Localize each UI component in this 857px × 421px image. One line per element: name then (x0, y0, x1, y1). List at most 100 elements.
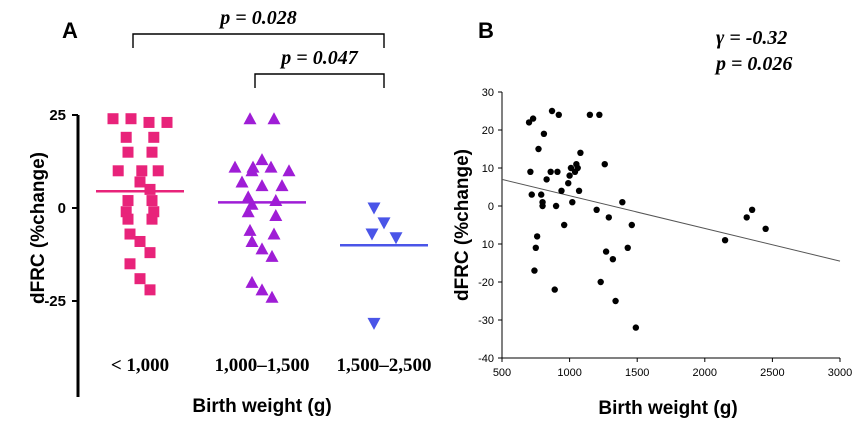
y-tick-label: 0 (488, 201, 494, 213)
square-marker (146, 213, 158, 225)
triangle-up-marker (275, 179, 289, 192)
triangle-up-marker (265, 249, 279, 262)
square-marker (134, 235, 146, 247)
square-marker (134, 176, 146, 188)
data-point (543, 176, 550, 183)
data-point (569, 199, 576, 206)
data-point (527, 168, 534, 175)
panel-b-letter: B (478, 18, 494, 43)
data-point (567, 164, 575, 172)
square-marker (125, 113, 137, 125)
y-tick-label: 10 (482, 239, 494, 251)
square-marker (152, 165, 164, 177)
square-marker (148, 206, 160, 218)
y-tick-label: 10 (482, 163, 494, 175)
bracket-p-value: p = 0.028 (218, 7, 296, 29)
data-point (601, 161, 608, 168)
square-marker (146, 195, 158, 207)
category-label: 1,500–2,500 (337, 355, 432, 376)
data-point (609, 256, 617, 263)
data-point (566, 172, 573, 179)
triangle-up-marker (255, 179, 269, 192)
y-tick-label: -20 (478, 277, 494, 289)
data-point (554, 168, 561, 175)
square-marker (144, 247, 156, 259)
x-tick-label: 2000 (693, 367, 717, 379)
x-tick-label: 1500 (625, 367, 649, 379)
data-point (558, 187, 565, 194)
triangle-up-marker (269, 208, 283, 221)
triangle-up-marker (282, 164, 296, 177)
square-marker (107, 113, 119, 125)
triangle-up-marker (245, 275, 259, 288)
panel-a-y-ticks: 25 0 -25 (44, 107, 78, 310)
triangle-up-marker (245, 234, 259, 247)
category-label: 1,000–1,500 (215, 355, 310, 376)
data-point (602, 248, 610, 255)
data-point (586, 111, 594, 119)
square-marker (148, 131, 160, 143)
triangle-up-marker (265, 290, 279, 303)
square-marker (144, 284, 156, 296)
square-marker (122, 195, 134, 207)
x-tick-label: 2500 (760, 367, 784, 379)
data-point (597, 278, 604, 286)
triangle-up-marker (255, 242, 269, 255)
significance-brackets: p = 0.028 p = 0.047 (132, 7, 385, 88)
square-marker (120, 131, 132, 143)
square-marker (146, 146, 158, 158)
y-tick-label: 30 (482, 87, 494, 99)
square-marker (112, 165, 124, 177)
y-tick-label: 20 (482, 125, 494, 137)
data-point (605, 214, 613, 221)
triangle-up-marker (267, 112, 281, 125)
triangle-down-marker (365, 228, 379, 241)
data-point (762, 225, 769, 232)
category-label: < 1,000 (111, 355, 169, 376)
data-point (624, 244, 631, 251)
triangle-up-marker (235, 175, 249, 188)
y-tick-label: 0 (58, 200, 66, 217)
correlation-coefficient: γ = -0.32 (716, 27, 787, 49)
data-point (539, 202, 546, 210)
panel-b-x-axis-title: Birth weight (g) (598, 398, 737, 419)
panel-a-x-axis-title: Birth weight (g) (192, 396, 331, 417)
data-point (574, 164, 581, 172)
data-point (552, 202, 560, 210)
significance-bracket (254, 73, 385, 88)
y-tick-label: -25 (44, 293, 66, 310)
panel-b-y-ticks: 30 20 10 0 10 -20 -30 -40 (478, 87, 502, 365)
data-point (748, 206, 756, 213)
data-point (575, 187, 583, 194)
triangle-up-marker (241, 205, 255, 218)
data-point (529, 115, 537, 122)
data-point (555, 111, 562, 119)
data-point (743, 214, 750, 221)
data-point (565, 180, 572, 187)
data-point (532, 244, 539, 251)
square-marker (120, 206, 132, 218)
data-point (612, 297, 619, 305)
panel-b-y-axis-title: dFRC (%change) (452, 149, 473, 301)
data-point (721, 237, 729, 244)
panel-a-category-labels: < 1,000 1,000–1,500 1,500–2,500 (111, 355, 432, 376)
x-tick-label: 3000 (828, 367, 852, 379)
data-point (632, 324, 640, 331)
square-marker (144, 183, 156, 195)
triangle-up-marker (245, 164, 259, 177)
y-tick-label: -30 (478, 315, 494, 327)
triangle-up-marker (255, 283, 269, 296)
square-marker (134, 273, 146, 285)
data-point (525, 119, 533, 126)
square-marker (122, 146, 134, 158)
square-marker (143, 116, 155, 128)
panel-b-x-ticks: 500 1000 1500 2000 2500 3000 (493, 358, 852, 379)
square-marker (136, 165, 148, 177)
correlation-p-value: p = 0.026 (714, 53, 792, 75)
x-tick-label: 500 (493, 367, 511, 379)
x-tick-label: 1000 (557, 367, 581, 379)
triangle-up-marker (243, 223, 257, 236)
triangle-down-marker (367, 317, 381, 330)
triangle-down-marker (389, 232, 403, 245)
